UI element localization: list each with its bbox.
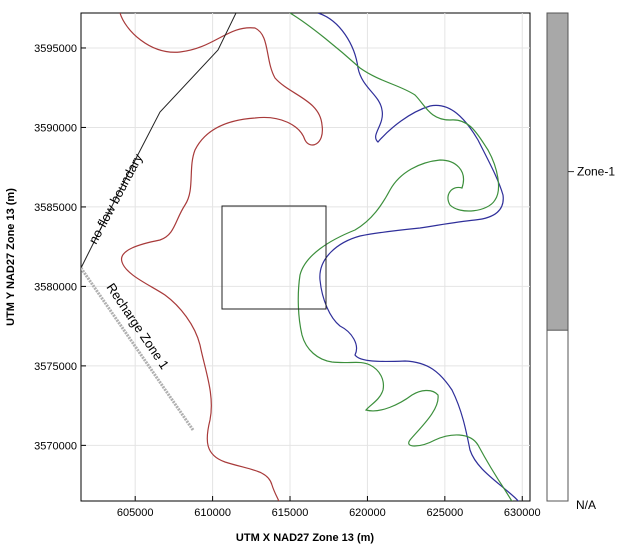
legend-zone1-fill: [546, 12, 569, 331]
y-tick-label: 3585000: [34, 202, 77, 214]
legend-na-label: N/A: [576, 498, 596, 512]
red-contour-line: [119, 13, 323, 501]
x-tick-label: 610000: [194, 507, 231, 519]
y-ticks: 3570000 3575000 3580000 3585000 3590000 35950…: [34, 43, 86, 452]
x-tick-label: 620000: [349, 507, 386, 519]
x-ticks: 605000 610000 615000 620000 625000 630000: [117, 496, 541, 519]
model-domain-box: [221, 205, 327, 310]
no-flow-boundary-line: [81, 13, 237, 269]
zone-legend: Zone-1 N/A: [546, 12, 615, 512]
x-tick-label: 615000: [272, 507, 309, 519]
plot-area: [80, 12, 531, 502]
y-tick-label: 3595000: [34, 43, 77, 55]
y-axis-label: UTM Y NAD27 Zone 13 (m): [5, 188, 17, 326]
grid-lines: [81, 13, 530, 501]
x-tick-label: 605000: [117, 507, 154, 519]
blue-contour-line: [317, 13, 520, 501]
x-tick-label: 630000: [504, 507, 541, 519]
x-axis-label: UTM X NAD27 Zone 13 (m): [236, 532, 374, 544]
y-tick-label: 3590000: [34, 122, 77, 134]
y-tick-label: 3570000: [34, 440, 77, 452]
green-contour-line: [289, 13, 513, 501]
x-tick-label: 625000: [426, 507, 463, 519]
y-tick-label: 3575000: [34, 361, 77, 373]
legend-zone1-label: Zone-1: [577, 165, 615, 179]
y-tick-label: 3580000: [34, 281, 77, 293]
